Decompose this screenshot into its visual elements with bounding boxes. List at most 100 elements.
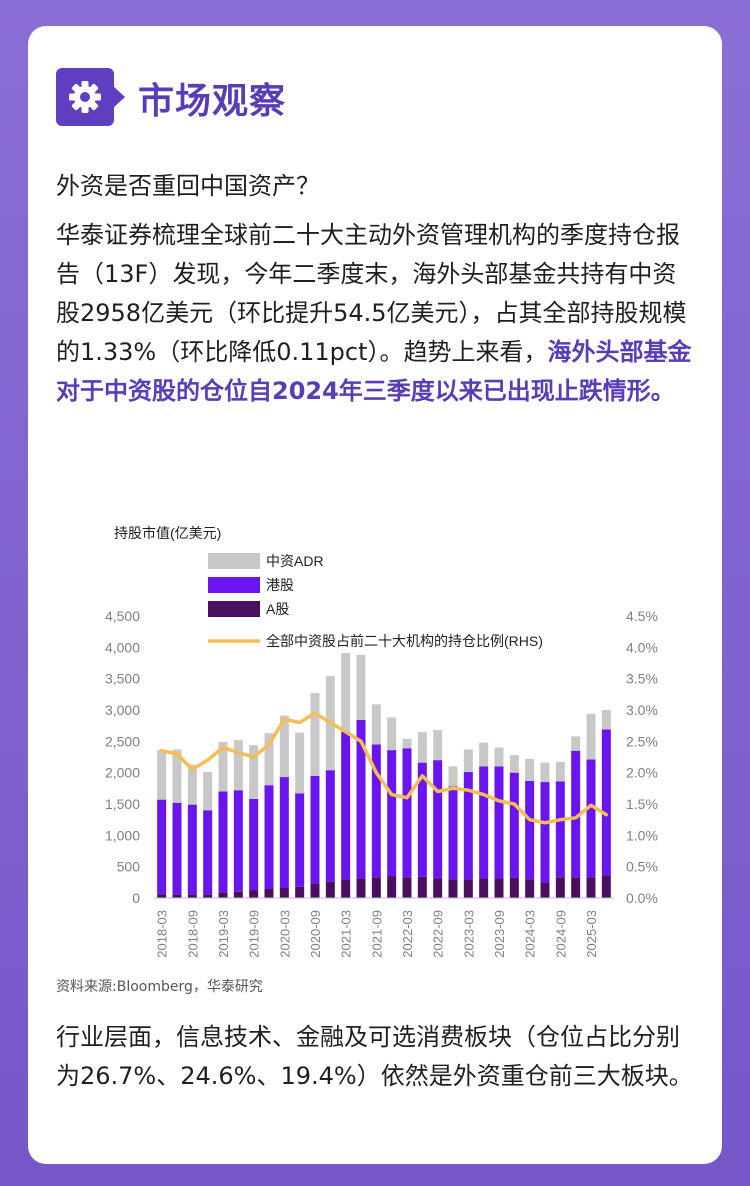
bar-segment (525, 758, 535, 781)
bar-segment (387, 750, 397, 877)
bar-segment (203, 894, 213, 898)
bar-segment (233, 790, 243, 892)
bar-segment (463, 879, 473, 898)
bar-segment (264, 785, 274, 889)
bar-segment (555, 762, 565, 782)
bar-segment (417, 731, 427, 763)
y2-tick-label: 3.0% (626, 702, 658, 718)
question-text: 外资是否重回中国资产？ (56, 172, 320, 200)
intro-paragraph: 华泰证券梳理全球前二十大主动外资管理机构的季度持仓报告（13F）发现，今年二季度… (56, 216, 696, 411)
bar-segment (601, 729, 611, 876)
bar-segment (586, 713, 596, 760)
holdings-chart: 持股市值(亿美元) 0 500 1,000 1,500 2,000 2,500 3,000 3,… (105, 525, 658, 958)
bar-segment (157, 799, 167, 895)
bar-segment (494, 766, 504, 879)
x-tick-label: 2019-09 (247, 910, 262, 958)
y-tick-label: 2,000 (105, 765, 140, 781)
bar-segment (233, 740, 243, 791)
source-note: 资料来源:Bloomberg，华泰研究 (56, 979, 263, 995)
bar-segment (371, 704, 381, 745)
y-tick-label: 500 (117, 859, 141, 875)
bar-segment (218, 791, 228, 893)
bar-segment (341, 652, 351, 732)
bar-segment (172, 749, 182, 803)
y-tick-label: 2,500 (105, 733, 140, 749)
bar-segment (203, 772, 213, 811)
x-tick-label: 2019-03 (216, 910, 231, 958)
x-tick-label: 2022-09 (431, 910, 446, 958)
legend-swatch (208, 601, 260, 617)
bar-segment (341, 879, 351, 898)
y2-tick-label: 2.0% (626, 765, 658, 781)
ratio-line (159, 711, 609, 825)
y2-tick-label: 4.5% (626, 608, 658, 624)
bar-segment (448, 766, 458, 787)
legend-swatch (208, 553, 260, 569)
bar-segment (540, 762, 550, 783)
bar-segment (371, 877, 381, 898)
bar-segment (509, 877, 519, 898)
bar-segment (310, 693, 320, 776)
y2-tick-label: 0.5% (626, 859, 658, 875)
header-pointer (112, 85, 125, 109)
bar-segment (433, 878, 443, 898)
bar-segment (310, 775, 320, 884)
bar-segment (279, 715, 289, 778)
legend-label: 全部中资股占前二十大机构的持仓比例(RHS) (266, 633, 543, 649)
legend-label: A股 (266, 601, 289, 617)
bar-segment (356, 720, 366, 879)
bar-segment (402, 748, 412, 878)
bar-segment (295, 732, 305, 794)
bar-segment (264, 733, 274, 786)
x-tick-label: 2024-03 (523, 910, 538, 958)
bar-segment (571, 736, 581, 751)
y-tick-label: 1,000 (105, 827, 140, 843)
y2-tick-label: 1.5% (626, 796, 658, 812)
bar-segment (509, 755, 519, 773)
bar-segment (509, 772, 519, 878)
bar-segment (402, 738, 412, 749)
y2-tick-label: 1.0% (626, 827, 658, 843)
bar-segment (325, 881, 335, 898)
bar-segment (494, 878, 504, 898)
bar-segment (187, 894, 197, 898)
bar-segment (479, 766, 489, 879)
bar-segment (448, 786, 458, 880)
conclusion-paragraph: 行业层面，信息技术、金融及可选消费板块（仓位占比分别为26.7%、24.6%、1… (56, 1023, 693, 1090)
x-tick-label: 2021-09 (369, 910, 384, 958)
y-axis-title: 持股市值(亿美元) (114, 525, 221, 541)
gear-icon (56, 68, 114, 126)
bar-segment (387, 876, 397, 898)
y2-tick-label: 0.0% (626, 890, 658, 906)
y-tick-label: 3,000 (105, 702, 140, 718)
bar-segment (402, 877, 412, 898)
x-tick-label: 2023-03 (461, 910, 476, 958)
bar-segment (249, 745, 259, 799)
y-tick-label: 1,500 (105, 796, 140, 812)
bar-segment (295, 886, 305, 898)
content-card: 市场观察 外资是否重回中国资产？ 华泰证券梳理全球前二十大主动外资管理机构的季度… (28, 26, 722, 1164)
bar-segment (586, 877, 596, 898)
x-tick-label: 2018-09 (185, 910, 200, 958)
y-tick-label: 4,000 (105, 639, 140, 655)
bar-segment (325, 770, 335, 882)
y2-tick-label: 2.5% (626, 733, 658, 749)
intro-text: 华泰证券梳理全球前二十大主动外资管理机构的季度持仓报告（13F）发现，今年二季度… (56, 221, 687, 366)
bar-segment (157, 750, 167, 800)
x-tick-label: 2020-09 (308, 910, 323, 958)
bar-segment (187, 804, 197, 895)
legend-label: 港股 (266, 577, 294, 593)
y-tick-label: 3,500 (105, 671, 140, 687)
bar-segment (571, 750, 581, 878)
gear-icon-glyph (69, 81, 101, 113)
bar-segment (463, 749, 473, 773)
bar-segment (525, 780, 535, 880)
bar-segment (417, 762, 427, 877)
bar-segment (586, 759, 596, 878)
bar-segment (249, 798, 259, 891)
bar-segment (387, 717, 397, 751)
x-tick-label: 2025-03 (584, 910, 599, 958)
intro-highlight: 海外头部基金对于中资股的仓位自2024年三季度以来已出现止跌情形。 (56, 338, 692, 405)
bar-segment (218, 892, 228, 898)
bar-segment (218, 741, 228, 792)
